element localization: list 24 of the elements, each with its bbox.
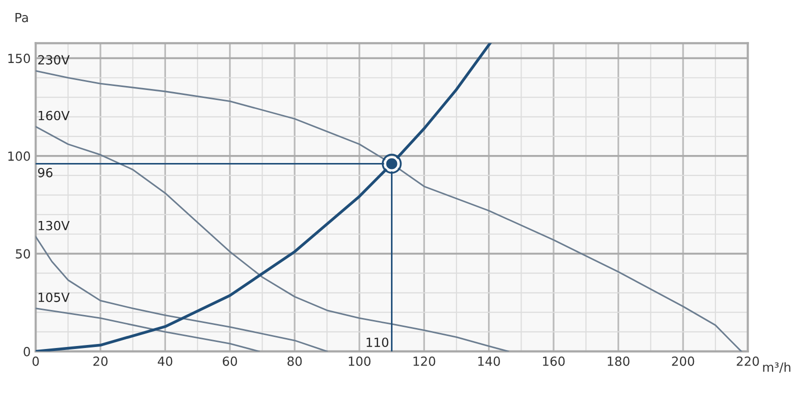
annotation: 110 <box>366 338 388 348</box>
series-label: 130V <box>38 220 70 230</box>
x-tick-label: 20 <box>93 356 108 366</box>
x-axis-title: m³/h <box>763 362 790 373</box>
x-tick-label: 180 <box>608 356 630 366</box>
x-tick-label: 140 <box>478 356 500 366</box>
y-tick-label: 0 <box>24 346 30 356</box>
y-axis-title: Pa <box>16 12 28 22</box>
x-tick-label: 100 <box>348 356 370 366</box>
series-label: 105V <box>38 292 70 302</box>
x-tick-label: 40 <box>158 356 172 366</box>
annotation: 96 <box>38 168 52 178</box>
x-tick-label: 220 <box>736 356 759 366</box>
series-label: 230V <box>38 55 70 65</box>
x-tick-label: 160 <box>543 356 565 366</box>
y-tick-label: 100 <box>8 151 30 161</box>
series-label: 160V <box>38 110 70 120</box>
x-tick-label: 80 <box>288 356 302 366</box>
y-tick-label: 50 <box>16 249 30 259</box>
x-tick-label: 200 <box>672 356 694 366</box>
y-tick-label: 150 <box>8 54 30 64</box>
x-tick-label: 60 <box>222 356 238 366</box>
x-tick-label: 0 <box>32 356 39 366</box>
x-tick-label: 120 <box>414 356 436 366</box>
